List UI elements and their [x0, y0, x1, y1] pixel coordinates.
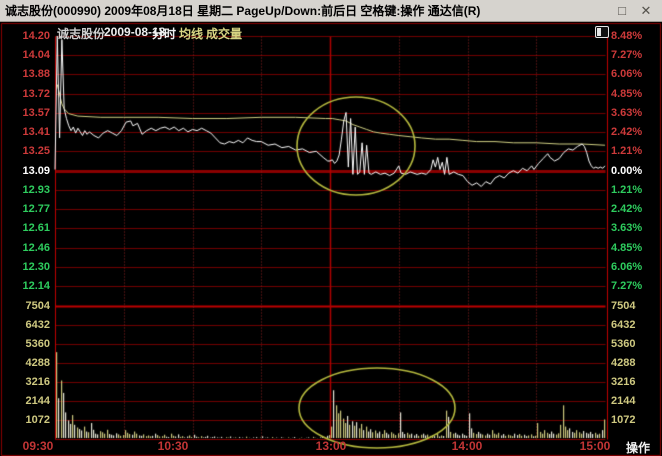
time-tick-label: 10:30: [157, 439, 189, 453]
price-tick-label: 12.46: [22, 242, 50, 254]
percent-tick-label: 2.42%: [611, 126, 643, 138]
price-tick-label: 13.57: [22, 107, 50, 119]
stock-name-label: 诚志股份: [57, 27, 106, 41]
price-tick-label: 13.72: [22, 88, 50, 100]
volume-tick-label: 6432: [611, 319, 636, 331]
volume-tick-label: 2144: [25, 395, 50, 407]
percent-tick-label: 4.85%: [611, 88, 643, 100]
volume-tick-label: 5360: [611, 338, 636, 350]
volume-legend: 成交量: [206, 27, 243, 41]
close-window-icon[interactable]: ✕: [640, 3, 652, 18]
volume-tick-label: 7504: [25, 300, 50, 312]
volume-tick-label: 6432: [25, 319, 50, 331]
time-tick-label: 15:00: [579, 439, 611, 453]
time-tick-label: 13:00: [315, 439, 347, 453]
chart-type-label[interactable]: 分时: [152, 27, 177, 41]
percent-tick-label: 2.42%: [611, 203, 643, 215]
percent-tick-label: 4.85%: [611, 242, 643, 254]
percent-tick-label: 1.21%: [611, 145, 643, 157]
window-buttons: □ ✕: [614, 3, 662, 18]
price-tick-label: 12.93: [22, 184, 50, 196]
price-tick-label: 14.20: [22, 30, 50, 42]
percent-tick-label: 6.06%: [611, 261, 643, 273]
volume-tick-label: 3216: [611, 376, 636, 388]
volume-tick-label: 4288: [611, 357, 636, 369]
percent-tick-label: 0.00%: [611, 165, 643, 177]
panel-toggle-icon[interactable]: [595, 26, 609, 38]
percent-tick-label: 6.06%: [611, 68, 643, 80]
percent-tick-label: 7.27%: [611, 49, 643, 61]
percent-tick-label: 3.63%: [611, 107, 643, 119]
price-tick-label: 12.14: [22, 280, 50, 292]
price-tick-label: 14.04: [22, 49, 50, 61]
avg-line-legend: 均线: [179, 27, 204, 41]
volume-tick-label: 7504: [611, 300, 636, 312]
action-menu-label[interactable]: 操作: [626, 441, 651, 455]
price-tick-label: 13.41: [22, 126, 50, 138]
date-label: 2009-08-18: [104, 25, 166, 39]
price-tick-label: 12.61: [22, 222, 50, 234]
restore-window-icon[interactable]: □: [618, 3, 626, 18]
volume-tick-label: 4288: [25, 357, 50, 369]
percent-tick-label: 7.27%: [611, 280, 643, 292]
price-tick-label: 13.25: [22, 145, 50, 157]
volume-tick-label: 2144: [611, 395, 636, 407]
volume-tick-label: 5360: [25, 338, 50, 350]
volume-tick-label: 3216: [25, 376, 50, 388]
price-tick-label: 13.88: [22, 68, 50, 80]
percent-tick-label: 1.21%: [611, 184, 643, 196]
price-tick-label: 12.30: [22, 261, 50, 273]
percent-tick-label: 3.63%: [611, 222, 643, 234]
price-tick-label: 12.77: [22, 203, 50, 215]
titlebar: 诚志股份(000990) 2009年08月18日 星期二 PageUp/Down…: [0, 0, 662, 22]
time-tick-label: 14:00: [451, 439, 483, 453]
window-title: 诚志股份(000990) 2009年08月18日 星期二 PageUp/Down…: [5, 4, 481, 18]
volume-tick-label: 1072: [611, 414, 636, 426]
percent-tick-label: 8.48%: [611, 30, 643, 42]
time-tick-label: 09:30: [22, 439, 54, 453]
volume-tick-label: 1072: [25, 414, 50, 426]
price-tick-label: 13.09: [22, 165, 50, 177]
